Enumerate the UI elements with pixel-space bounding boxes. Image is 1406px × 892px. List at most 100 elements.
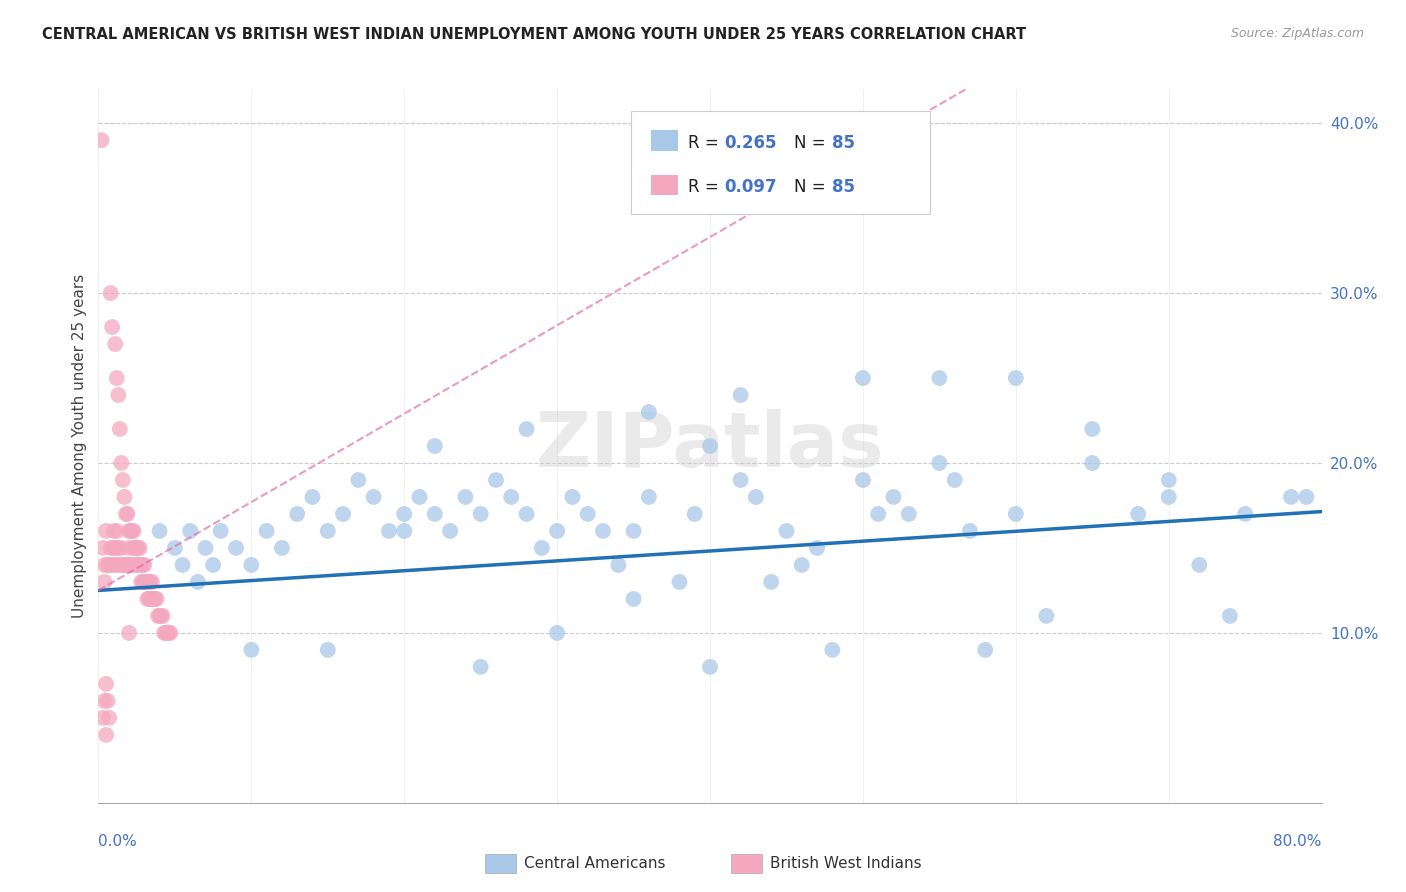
Point xyxy=(883,490,905,504)
FancyBboxPatch shape xyxy=(651,175,678,195)
Point xyxy=(103,524,125,538)
Point xyxy=(105,524,128,538)
Point xyxy=(270,541,292,555)
Point xyxy=(146,608,169,623)
Point xyxy=(91,541,114,555)
Text: Source: ZipAtlas.com: Source: ZipAtlas.com xyxy=(1230,27,1364,40)
Point xyxy=(637,405,661,419)
Point xyxy=(108,422,131,436)
Text: N =: N = xyxy=(794,134,831,152)
Point xyxy=(132,558,155,572)
Point xyxy=(135,574,157,589)
Point xyxy=(121,524,143,538)
Point xyxy=(1128,507,1150,521)
Point xyxy=(516,422,538,436)
Text: R =: R = xyxy=(688,178,724,196)
Point xyxy=(928,456,950,470)
Point xyxy=(156,626,179,640)
Point xyxy=(485,473,508,487)
Point xyxy=(134,558,156,572)
Point xyxy=(501,490,523,504)
Point xyxy=(172,558,194,572)
Point xyxy=(141,591,163,606)
Point xyxy=(790,558,813,572)
FancyBboxPatch shape xyxy=(630,111,931,214)
Point xyxy=(93,558,115,572)
Point xyxy=(1279,490,1302,504)
Point xyxy=(138,574,160,589)
Point xyxy=(378,524,401,538)
Text: 0.097: 0.097 xyxy=(724,178,778,196)
Point xyxy=(128,558,150,572)
Point xyxy=(111,473,134,487)
Point xyxy=(125,541,148,555)
Text: Central Americans: Central Americans xyxy=(524,856,666,871)
FancyBboxPatch shape xyxy=(651,130,678,151)
Point xyxy=(139,591,162,606)
Point xyxy=(127,541,149,555)
Point xyxy=(1004,371,1026,385)
Point xyxy=(868,507,890,521)
Point xyxy=(240,643,263,657)
Point xyxy=(668,574,690,589)
Point xyxy=(122,524,145,538)
Point xyxy=(546,524,568,538)
Point xyxy=(240,558,263,572)
Point xyxy=(1234,507,1257,521)
Point xyxy=(363,490,385,504)
Point xyxy=(821,643,844,657)
Point xyxy=(285,507,308,521)
Point xyxy=(105,371,128,385)
Point xyxy=(136,574,159,589)
Point xyxy=(576,507,599,521)
Point xyxy=(1004,507,1026,521)
Point xyxy=(1035,608,1057,623)
Point xyxy=(150,608,173,623)
Point xyxy=(699,660,721,674)
Point xyxy=(347,473,370,487)
Point xyxy=(97,694,120,708)
Point xyxy=(623,591,645,606)
Point xyxy=(93,574,115,589)
Text: CENTRAL AMERICAN VS BRITISH WEST INDIAN UNEMPLOYMENT AMONG YOUTH UNDER 25 YEARS : CENTRAL AMERICAN VS BRITISH WEST INDIAN … xyxy=(42,27,1026,42)
Point xyxy=(103,558,125,572)
Point xyxy=(124,541,146,555)
Point xyxy=(129,574,152,589)
Point xyxy=(100,541,122,555)
Text: British West Indians: British West Indians xyxy=(770,856,922,871)
Point xyxy=(125,541,148,555)
Point xyxy=(120,558,142,572)
Point xyxy=(118,541,141,555)
Point xyxy=(1081,422,1104,436)
Point xyxy=(637,490,661,504)
Text: 0.0%: 0.0% xyxy=(98,834,138,849)
Point xyxy=(852,371,875,385)
Point xyxy=(128,541,150,555)
Point xyxy=(108,558,131,572)
Point xyxy=(98,558,121,572)
Point xyxy=(730,473,752,487)
Point xyxy=(775,524,797,538)
Point xyxy=(107,388,129,402)
Point xyxy=(153,626,176,640)
Point xyxy=(145,591,167,606)
Point xyxy=(163,541,186,555)
Point xyxy=(392,524,416,538)
Point xyxy=(107,541,129,555)
Point xyxy=(408,490,430,504)
Point xyxy=(94,677,117,691)
Point xyxy=(256,524,278,538)
Point xyxy=(94,728,117,742)
Point xyxy=(225,541,247,555)
Point xyxy=(142,591,165,606)
Point xyxy=(423,507,446,521)
Point xyxy=(159,626,181,640)
Point xyxy=(683,507,706,521)
Point xyxy=(124,558,146,572)
Point xyxy=(423,439,446,453)
Y-axis label: Unemployment Among Youth under 25 years: Unemployment Among Youth under 25 years xyxy=(72,274,87,618)
Point xyxy=(138,591,160,606)
Point xyxy=(943,473,966,487)
Point xyxy=(134,574,156,589)
Point xyxy=(187,574,209,589)
